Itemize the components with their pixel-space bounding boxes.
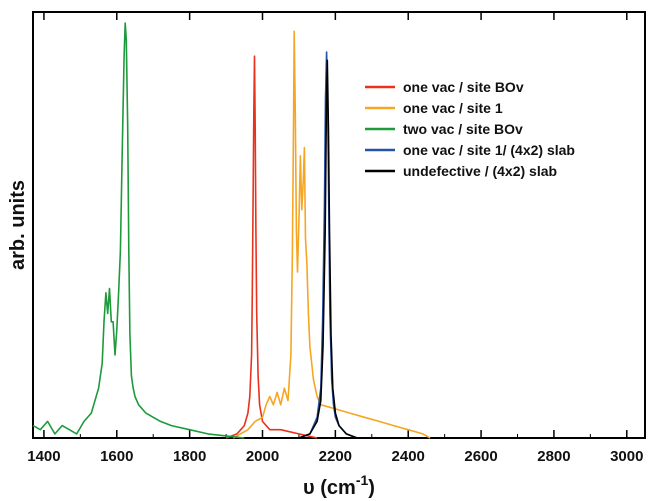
series-layer: [32, 22, 431, 439]
x-axis-label-close: ): [368, 477, 375, 499]
x-tick-label: 3000: [610, 448, 643, 465]
plot-frame: [32, 11, 646, 439]
legend: one vac / site BOv one vac / site 1 two va…: [365, 79, 575, 179]
series-line-1: [233, 30, 431, 439]
y-axis-label: arb. units: [7, 180, 29, 270]
x-tick-label: 1800: [173, 448, 206, 465]
legend-label-2: two vac / site BOv: [403, 121, 523, 137]
x-tick-label: 1600: [100, 448, 133, 465]
legend-label-1: one vac / site 1: [403, 100, 503, 116]
legend-label-3: one vac / site 1/ (4x2) slab: [403, 142, 575, 158]
series-line-4: [298, 59, 358, 439]
x-axis-label: υ (cm-1): [303, 472, 375, 499]
x-axis-label-main: υ (cm: [303, 477, 356, 499]
x-tick-label: 2800: [537, 448, 570, 465]
legend-label-0: one vac / site BOv: [403, 79, 524, 95]
x-axis-label-sup: -1: [356, 472, 369, 488]
series-line-2: [32, 22, 245, 439]
series-line-0: [225, 55, 318, 439]
x-tick-label: 2000: [246, 448, 279, 465]
x-ticks: 1400 1600 1800 2000 2200 2400 2600 2800 3000: [27, 12, 643, 465]
legend-label-4: undefective / (4x2) slab: [403, 163, 557, 179]
x-tick-label: 2600: [464, 448, 497, 465]
x-tick-label: 2200: [319, 448, 352, 465]
x-tick-label: 1400: [27, 448, 60, 465]
x-tick-label: 2400: [392, 448, 425, 465]
